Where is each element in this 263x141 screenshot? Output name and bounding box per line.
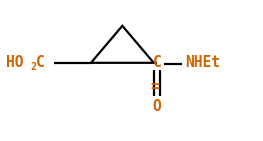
Text: O: O: [153, 99, 161, 114]
Text: C: C: [36, 55, 44, 70]
Text: C: C: [153, 55, 161, 70]
Text: HO: HO: [6, 55, 23, 70]
Text: =: =: [151, 79, 160, 94]
Text: NHEt: NHEt: [185, 55, 220, 70]
Text: 2: 2: [30, 62, 37, 72]
